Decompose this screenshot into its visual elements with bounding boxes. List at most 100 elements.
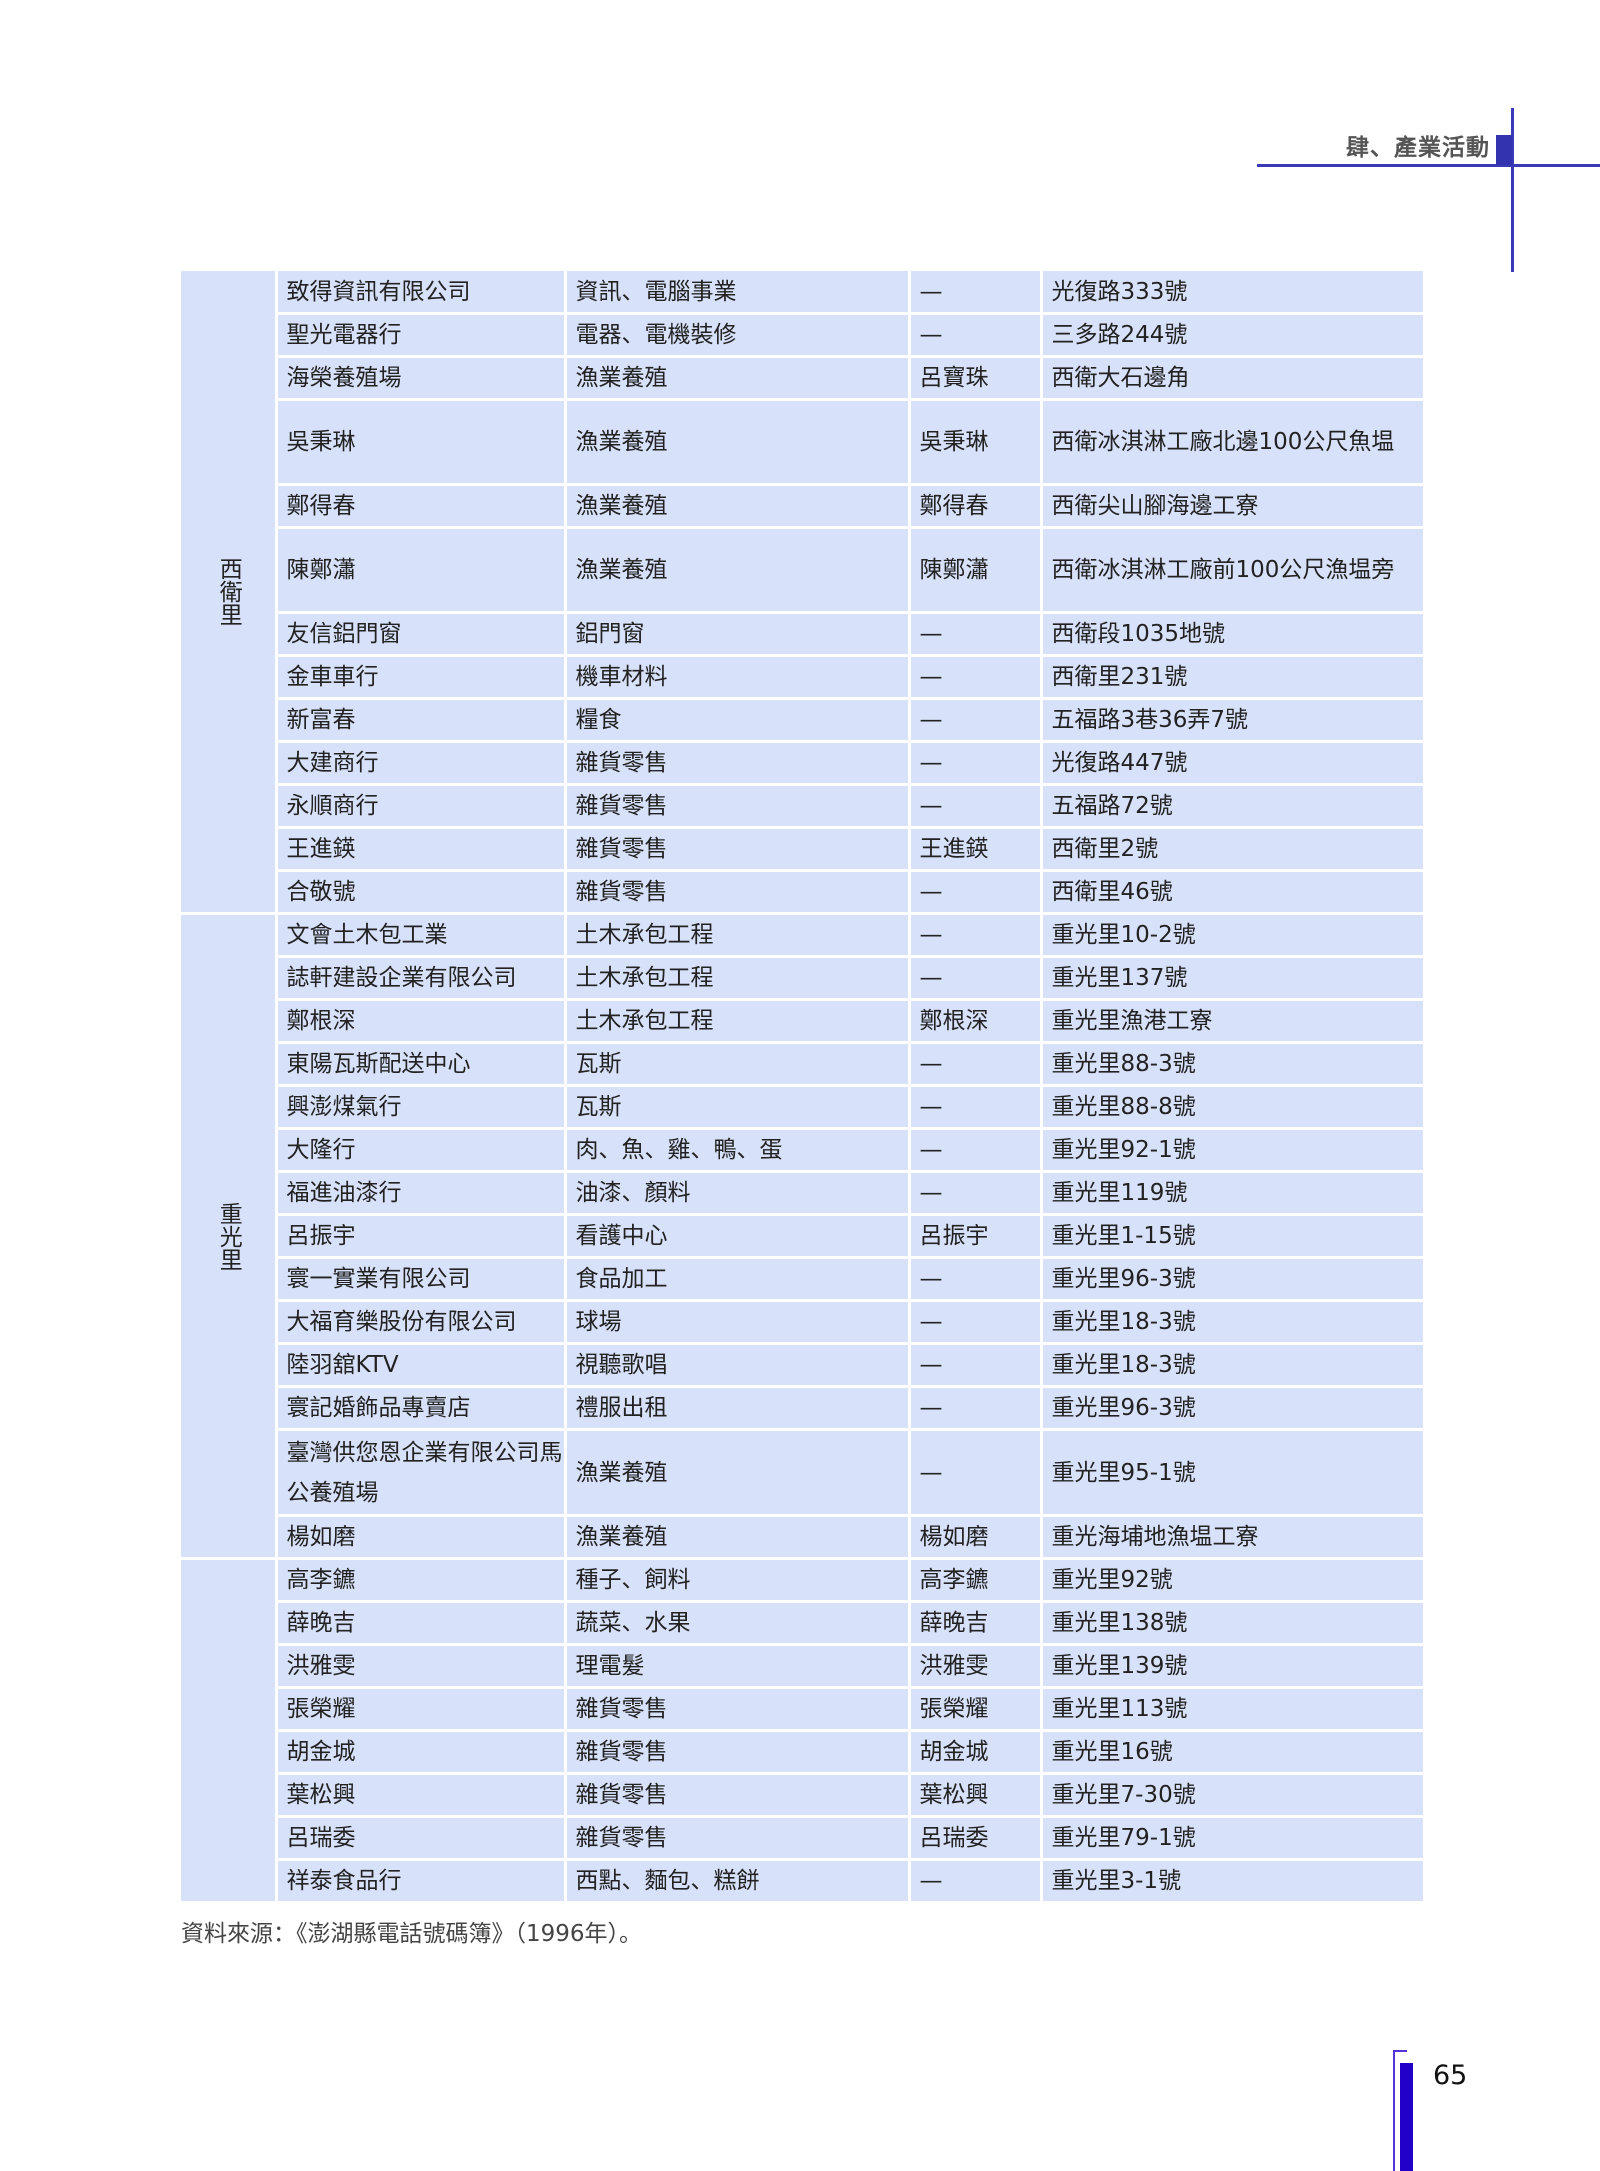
table-row: 大隆行 肉、魚、雞、鴨、蛋 — 重光里92-1號	[181, 1127, 1426, 1174]
owner-cell: 呂振宇	[907, 1213, 1043, 1260]
business-name-cell: 興澎煤氣行	[276, 1084, 567, 1131]
business-type-cell: 漁業養殖	[563, 398, 911, 487]
business-name-cell: 金車車行	[276, 654, 567, 701]
village-group-cell: 西衛里	[181, 271, 278, 916]
owner-cell: 高李鑣	[907, 1556, 1043, 1603]
table-row: 洪雅雯 理電髮 洪雅雯 重光里139號	[181, 1642, 1426, 1689]
address-cell: 重光里16號	[1039, 1728, 1426, 1775]
business-name-cell: 合敬號	[276, 869, 567, 916]
village-group-cell: 重光里	[181, 912, 278, 1560]
business-type-cell: 土木承包工程	[563, 912, 911, 959]
table-row: 東陽瓦斯配送中心 瓦斯 — 重光里88-3號	[181, 1041, 1426, 1088]
address-cell: 重光里137號	[1039, 955, 1426, 1002]
owner-cell: 薛晚吉	[907, 1599, 1043, 1646]
owner-cell: 吳秉琳	[907, 398, 1043, 487]
address-cell: 光復路447號	[1039, 740, 1426, 787]
owner-cell: —	[907, 1084, 1043, 1131]
address-cell: 重光里119號	[1039, 1170, 1426, 1217]
table-row: 永順商行 雜貨零售 — 五福路72號	[181, 783, 1426, 830]
address-cell: 重光海埔地漁塭工寮	[1039, 1513, 1426, 1560]
owner-cell: —	[907, 697, 1043, 744]
address-cell: 西衛冰淇淋工廠前100公尺漁塭旁	[1039, 526, 1426, 615]
table-row: 楊如磨 漁業養殖 楊如磨 重光海埔地漁塭工寮	[181, 1513, 1426, 1560]
address-cell: 西衛大石邊角	[1039, 355, 1426, 402]
village-group-cell	[181, 1556, 278, 1904]
source-note: 資料來源：《澎湖縣電話號碼簿》（1996年）。	[181, 1921, 643, 1947]
header-vertical-rule	[1511, 108, 1514, 272]
owner-cell: 陳鄭瀟	[907, 526, 1043, 615]
address-cell: 西衛冰淇淋工廠北邊100公尺魚塭	[1039, 398, 1426, 487]
table-row: 陳鄭瀟 漁業養殖 陳鄭瀟 西衛冰淇淋工廠前100公尺漁塭旁	[181, 526, 1426, 615]
table-row: 臺灣供您恩企業有限公司馬公養殖場 漁業養殖 — 重光里95-1號	[181, 1428, 1426, 1517]
table-row: 寰一實業有限公司 食品加工 — 重光里96-3號	[181, 1256, 1426, 1303]
business-name-cell: 薛晚吉	[276, 1599, 567, 1646]
owner-cell: 葉松興	[907, 1771, 1043, 1818]
business-name-cell: 葉松興	[276, 1771, 567, 1818]
owner-cell: —	[907, 1170, 1043, 1217]
table-row: 聖光電器行 電器、電機裝修 — 三多路244號	[181, 312, 1426, 359]
owner-cell: 王進鍈	[907, 826, 1043, 873]
owner-cell: —	[907, 1342, 1043, 1389]
table-row: 胡金城 雜貨零售 胡金城 重光里16號	[181, 1728, 1426, 1775]
address-cell: 重光里10-2號	[1039, 912, 1426, 959]
business-type-cell: 雜貨零售	[563, 740, 911, 787]
table-row: 福進油漆行 油漆、顏料 — 重光里119號	[181, 1170, 1426, 1217]
table-row: 高李鑣 種子、飼料 高李鑣 重光里92號	[181, 1556, 1426, 1904]
table-row: 呂振宇 看護中心 呂振宇 重光里1-15號	[181, 1213, 1426, 1260]
table-row: 吳秉琳 漁業養殖 吳秉琳 西衛冰淇淋工廠北邊100公尺魚塭	[181, 398, 1426, 487]
address-cell: 重光里96-3號	[1039, 1256, 1426, 1303]
address-cell: 西衛段1035地號	[1039, 611, 1426, 658]
address-cell: 重光里96-3號	[1039, 1385, 1426, 1432]
address-cell: 重光里138號	[1039, 1599, 1426, 1646]
business-type-cell: 禮服出租	[563, 1385, 911, 1432]
header-rule	[1257, 164, 1600, 167]
business-type-cell: 漁業養殖	[563, 483, 911, 530]
business-type-cell: 鋁門窗	[563, 611, 911, 658]
business-name-cell: 永順商行	[276, 783, 567, 830]
table-row: 友信鋁門窗 鋁門窗 — 西衛段1035地號	[181, 611, 1426, 658]
business-name-cell: 洪雅雯	[276, 1642, 567, 1689]
owner-cell: —	[907, 654, 1043, 701]
business-type-cell: 土木承包工程	[563, 955, 911, 1002]
owner-cell: —	[907, 271, 1043, 316]
business-name-cell: 文會土木包工業	[274, 912, 567, 959]
chapter-title: 肆、產業活動	[1346, 134, 1490, 161]
business-name-cell: 呂振宇	[276, 1213, 567, 1260]
owner-cell: 楊如磨	[907, 1513, 1043, 1560]
business-name-cell: 大福育樂股份有限公司	[276, 1299, 567, 1346]
owner-cell: —	[907, 611, 1043, 658]
business-name-cell: 臺灣供您恩企業有限公司馬公養殖場	[276, 1428, 567, 1517]
business-name-cell: 呂瑞委	[276, 1814, 567, 1861]
address-cell: 重光里95-1號	[1039, 1428, 1426, 1517]
business-directory-table: 西衛里 致得資訊有限公司 資訊、電腦事業 — 光復路333號 聖光電器行 電器、電機裝修 — 三…	[181, 271, 1426, 1904]
business-type-cell: 油漆、顏料	[563, 1170, 911, 1217]
owner-cell: —	[907, 1428, 1043, 1517]
business-type-cell: 資訊、電腦事業	[563, 271, 911, 316]
business-type-cell: 肉、魚、雞、鴨、蛋	[563, 1127, 911, 1174]
business-name-cell: 新富春	[276, 697, 567, 744]
address-cell: 重光里79-1號	[1039, 1814, 1426, 1861]
business-type-cell: 雜貨零售	[563, 783, 911, 830]
page-bar-outline	[1393, 2050, 1395, 2171]
business-name-cell: 楊如磨	[276, 1513, 567, 1560]
table-row: 呂瑞委 雜貨零售 呂瑞委 重光里79-1號	[181, 1814, 1426, 1861]
business-name-cell: 友信鋁門窗	[276, 611, 567, 658]
business-type-cell: 雜貨零售	[563, 869, 911, 916]
business-name-cell: 吳秉琳	[276, 398, 567, 487]
address-cell: 重光里1-15號	[1039, 1213, 1426, 1260]
address-cell: 西衛里46號	[1039, 869, 1426, 916]
table-row: 王進鍈 雜貨零售 王進鍈 西衛里2號	[181, 826, 1426, 873]
business-type-cell: 漁業養殖	[563, 1513, 911, 1560]
business-name-cell: 胡金城	[276, 1728, 567, 1775]
page-bar	[1400, 2063, 1413, 2171]
owner-cell: —	[907, 312, 1043, 359]
business-type-cell: 糧食	[563, 697, 911, 744]
business-name-cell: 寰一實業有限公司	[276, 1256, 567, 1303]
business-name-cell: 寰記婚飾品專賣店	[276, 1385, 567, 1432]
owner-cell: 鄭根深	[907, 998, 1043, 1045]
business-type-cell: 食品加工	[563, 1256, 911, 1303]
business-type-cell: 看護中心	[563, 1213, 911, 1260]
village-label: 重光里	[215, 1201, 242, 1271]
village-label: 西衛里	[215, 557, 242, 627]
owner-cell: —	[907, 1299, 1043, 1346]
